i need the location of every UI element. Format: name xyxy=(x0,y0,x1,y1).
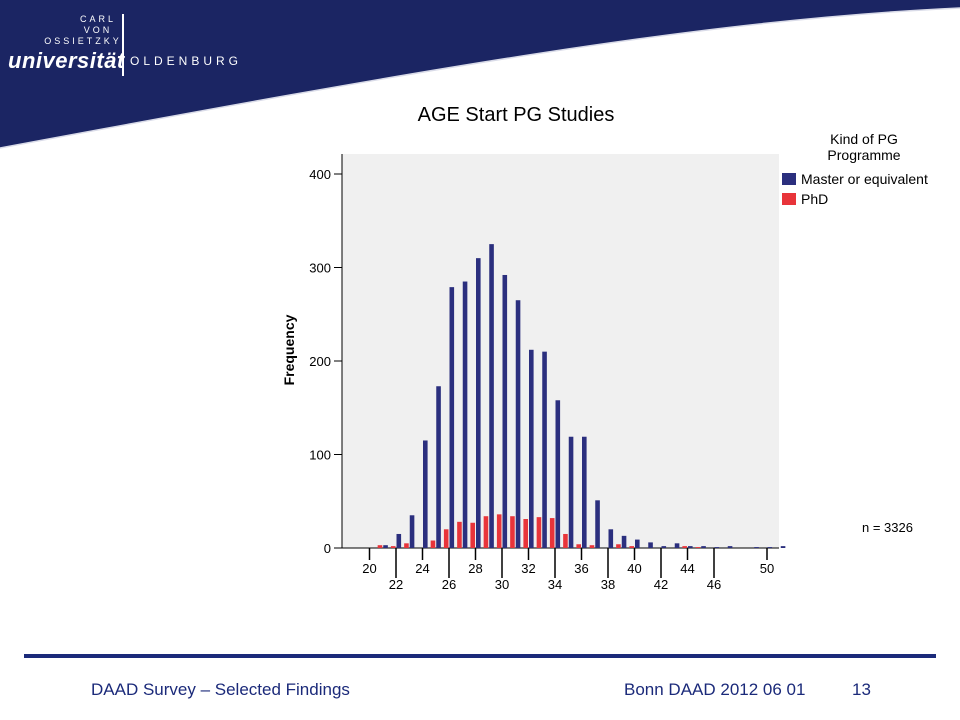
x-tick-label: 20 xyxy=(362,561,376,576)
plot-area xyxy=(342,154,779,548)
x-tick-label: 46 xyxy=(707,577,721,592)
bar-master xyxy=(476,258,481,548)
bar-master xyxy=(714,547,720,548)
bar-phd xyxy=(510,516,515,548)
bar-master xyxy=(608,529,614,548)
bar-master xyxy=(595,500,600,548)
x-tick-label: 36 xyxy=(574,561,588,576)
bar-master xyxy=(767,547,773,548)
bar-master xyxy=(688,546,693,548)
bar-phd xyxy=(589,545,595,548)
bar-phd xyxy=(404,543,409,548)
bar-phd xyxy=(616,544,621,548)
legend-title-line1: Kind of PG xyxy=(830,131,898,147)
footer-date: Bonn DAAD 2012 06 01 xyxy=(624,680,806,699)
x-tick-label: 30 xyxy=(495,577,509,592)
y-tick-label: 400 xyxy=(309,167,331,182)
bar-master xyxy=(502,274,508,548)
bar-phd xyxy=(629,546,634,548)
bar-phd xyxy=(549,518,555,548)
bar-phd xyxy=(563,533,568,548)
bar-phd xyxy=(576,544,581,548)
x-tick-label: 38 xyxy=(601,577,615,592)
bar-phd xyxy=(496,514,502,548)
bar-phd xyxy=(430,540,436,548)
bar-master xyxy=(396,533,402,548)
x-tick-label: 32 xyxy=(521,561,535,576)
footer-divider xyxy=(24,654,936,658)
bar-phd xyxy=(377,545,383,548)
bar-phd xyxy=(523,519,528,548)
logo-university: universität xyxy=(8,48,125,73)
page-number: 13 xyxy=(852,680,871,699)
bar-master xyxy=(462,281,468,548)
logo-line-carl: CARL xyxy=(79,14,116,24)
footer-left-text: DAAD Survey – Selected Findings xyxy=(91,680,350,699)
bar-phd xyxy=(695,547,701,548)
bar-master xyxy=(529,349,534,548)
y-axis-label: Frequency xyxy=(281,314,297,385)
bar-master xyxy=(661,546,667,548)
bar-master xyxy=(582,436,587,548)
y-tick-label: 100 xyxy=(309,448,331,463)
bar-master xyxy=(423,440,428,548)
legend-swatch xyxy=(782,173,796,185)
x-tick-label: 40 xyxy=(627,561,641,576)
y-tick-label: 300 xyxy=(309,261,331,276)
sample-size-annotation: n = 3326 xyxy=(862,520,913,535)
bar-master xyxy=(383,545,388,548)
legend-swatch xyxy=(782,193,796,205)
x-tick-label: 28 xyxy=(468,561,482,576)
x-tick-label: 44 xyxy=(680,561,694,576)
bar-master xyxy=(754,547,759,548)
bar-master xyxy=(674,543,680,548)
bar-master xyxy=(568,436,574,548)
bar-master xyxy=(555,400,561,548)
logo-line-ossietzky: OSSIETZKY xyxy=(44,36,122,46)
legend-label: PhD xyxy=(801,191,828,207)
x-tick-label: 42 xyxy=(654,577,668,592)
logo-line-von: VON xyxy=(83,25,113,35)
bar-master xyxy=(489,244,494,548)
bar-master xyxy=(449,287,455,548)
chart-title: AGE Start PG Studies xyxy=(418,104,615,126)
bar-master xyxy=(648,542,653,548)
x-tick-label: 50 xyxy=(760,561,774,576)
bar-phd xyxy=(443,529,449,548)
bar-phd xyxy=(390,546,396,548)
logo-city: OLDENBURG xyxy=(130,54,243,68)
bar-master xyxy=(542,351,547,548)
bar-master xyxy=(727,546,733,548)
bar-master xyxy=(515,300,521,548)
bar-master xyxy=(436,386,441,548)
bar-master xyxy=(409,515,415,548)
bar-phd xyxy=(483,516,489,548)
bar-phd xyxy=(536,517,542,548)
bar-phd xyxy=(682,546,687,548)
bar-master xyxy=(701,546,706,548)
logo-divider xyxy=(122,14,124,76)
y-tick-label: 200 xyxy=(309,354,331,369)
bar-phd xyxy=(457,521,462,548)
bar-master xyxy=(780,546,786,548)
bar-master xyxy=(621,535,627,548)
x-tick-label: 22 xyxy=(389,577,403,592)
x-tick-label: 26 xyxy=(442,577,456,592)
y-tick-label: 0 xyxy=(324,541,331,556)
x-tick-label: 24 xyxy=(415,561,429,576)
bar-master xyxy=(635,539,640,548)
bar-phd xyxy=(470,522,475,548)
legend-label: Master or equivalent xyxy=(801,171,928,187)
header-banner xyxy=(0,0,960,149)
legend-title-line2: Programme xyxy=(827,147,900,163)
x-tick-label: 34 xyxy=(548,577,562,592)
